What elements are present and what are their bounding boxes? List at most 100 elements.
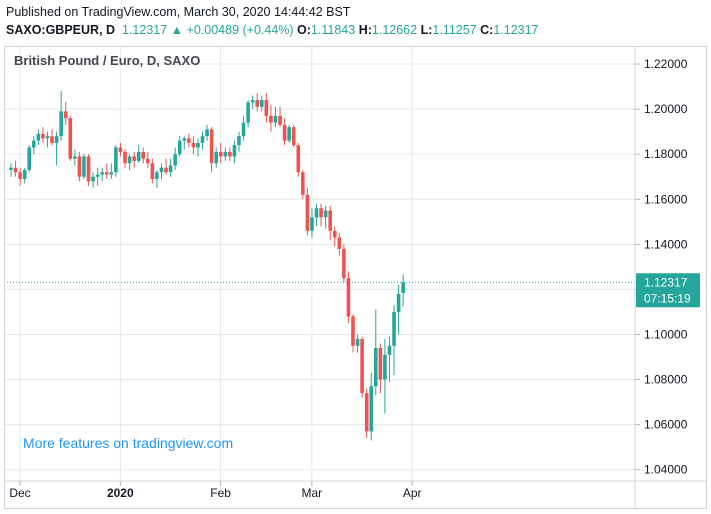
watermark-link[interactable]: More features on tradingview.com xyxy=(23,435,233,451)
candle-body xyxy=(59,111,63,137)
candle-body xyxy=(177,140,182,155)
candle-body xyxy=(187,138,191,143)
candle-body xyxy=(118,147,123,152)
candle-body xyxy=(22,169,27,179)
chart-area[interactable]: 1.220001.200001.180001.160001.140001.120… xyxy=(4,46,707,509)
candle-body xyxy=(351,316,355,346)
y-tick-label: 1.14000 xyxy=(644,237,688,251)
candle-body xyxy=(200,136,205,143)
plot-frame xyxy=(4,46,707,509)
x-tick-label: Mar xyxy=(302,486,323,500)
candle-body xyxy=(73,156,77,159)
candle-body xyxy=(269,115,273,123)
y-tick-label: 1.20000 xyxy=(644,102,688,116)
symbol-ohlc-line: SAXO:GBPEUR, D 1.12317 ▲ +0.00489 (+0.44… xyxy=(6,23,539,37)
close-value: 1.12317 xyxy=(493,23,539,37)
price-tag-price: 1.12317 xyxy=(644,275,688,289)
y-tick-label: 1.08000 xyxy=(644,373,688,387)
candle-body xyxy=(32,140,36,148)
grid-lines xyxy=(4,46,635,481)
candle-body xyxy=(342,248,346,279)
candle-body xyxy=(237,136,241,146)
candle-body xyxy=(209,129,214,164)
candle-body xyxy=(27,147,32,170)
candle-body xyxy=(319,208,323,218)
chart-header: Published on TradingView.com, March 30, … xyxy=(0,0,711,46)
price-tag-background xyxy=(636,273,700,308)
candle-body xyxy=(100,172,104,175)
candlestick-chart[interactable]: 1.220001.200001.180001.160001.140001.120… xyxy=(4,46,707,509)
candle-body xyxy=(173,154,177,166)
candle-body xyxy=(155,172,159,179)
candle-body xyxy=(86,156,91,182)
close-label: C: xyxy=(480,23,494,37)
x-tick-label: Apr xyxy=(403,486,422,500)
candle-body xyxy=(250,100,255,103)
candle-body xyxy=(45,136,50,139)
candle-body xyxy=(159,167,164,173)
candle-body xyxy=(218,151,223,157)
candle-body xyxy=(296,145,301,173)
candle-body xyxy=(228,151,232,157)
candle-body xyxy=(196,142,200,148)
candle-body xyxy=(278,115,282,125)
candle-body xyxy=(214,151,218,164)
x-tick-label: Feb xyxy=(210,486,231,500)
candle-body xyxy=(287,127,291,141)
candle-body xyxy=(141,151,146,159)
candle-body xyxy=(18,172,22,179)
candle-body xyxy=(241,122,246,137)
candle-body xyxy=(205,129,209,137)
candle-body xyxy=(355,339,360,346)
candle-body xyxy=(310,217,314,231)
price-axis[interactable]: 1.220001.200001.180001.160001.140001.120… xyxy=(635,57,688,477)
candle-body xyxy=(91,176,95,182)
candle-body xyxy=(392,311,396,346)
y-tick-label: 1.04000 xyxy=(644,463,688,477)
candle-body xyxy=(54,136,59,143)
y-tick-label: 1.22000 xyxy=(644,57,688,71)
y-tick-label: 1.06000 xyxy=(644,418,688,432)
candle-body xyxy=(77,156,82,177)
low-value: 1.11257 xyxy=(432,23,477,37)
candle-body xyxy=(104,172,109,175)
symbol-label[interactable]: SAXO:GBPEUR, D xyxy=(6,23,116,37)
y-tick-label: 1.18000 xyxy=(644,147,688,161)
y-tick-label: 1.10000 xyxy=(644,327,688,341)
candle-body xyxy=(387,345,392,355)
price-tag-countdown: 07:15:19 xyxy=(644,291,691,305)
time-axis[interactable]: Dec 2020 Feb Mar Apr xyxy=(9,481,422,500)
candle-body xyxy=(82,156,86,177)
high-value: 1.12662 xyxy=(371,23,418,37)
x-tick-label: 2020 xyxy=(107,486,134,500)
candle-body xyxy=(41,133,45,139)
open-label: O: xyxy=(297,23,311,37)
candle-body xyxy=(50,136,54,143)
candle-body xyxy=(223,151,228,157)
candle-body xyxy=(109,172,114,175)
candle-body xyxy=(95,174,100,177)
open-value: 1.11843 xyxy=(310,23,356,37)
last-price: 1.12317 xyxy=(122,23,168,37)
high-label: H: xyxy=(358,23,372,37)
candle-body xyxy=(9,167,13,170)
candle-body xyxy=(255,100,260,107)
price-change: +0.00489 (+0.44%) xyxy=(186,23,294,37)
x-tick-label: Dec xyxy=(9,486,30,500)
candle-body xyxy=(332,230,337,238)
candle-body xyxy=(273,115,278,123)
candle-body xyxy=(168,165,173,173)
candle-body xyxy=(164,167,168,173)
candle-body xyxy=(123,151,127,164)
candle-body xyxy=(374,348,378,387)
candle-body xyxy=(68,118,73,159)
candle-body xyxy=(346,278,351,317)
candle-body xyxy=(323,210,328,218)
candle-body xyxy=(191,142,196,148)
candle-body xyxy=(182,138,187,141)
candle-body xyxy=(150,163,155,179)
candle-body xyxy=(146,158,150,164)
candle-body xyxy=(63,111,68,119)
change-arrow-icon: ▲ xyxy=(170,23,184,37)
candle-body xyxy=(360,339,364,394)
